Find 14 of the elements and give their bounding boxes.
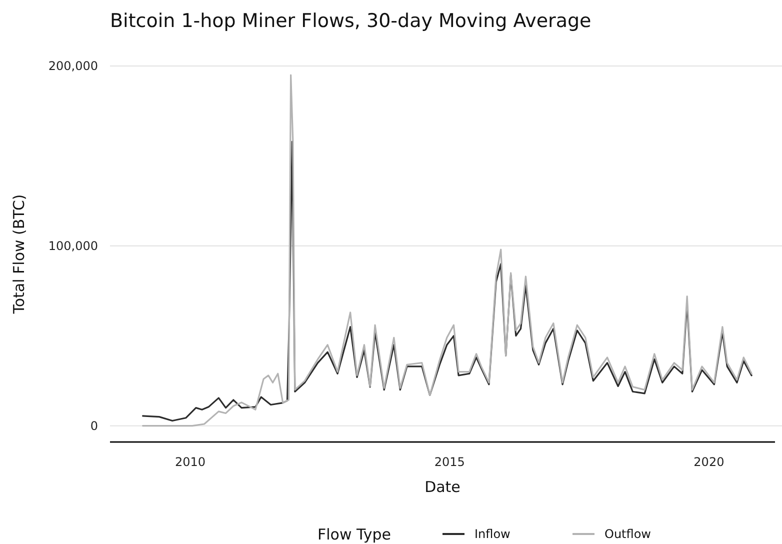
- chart-title: Bitcoin 1-hop Miner Flows, 30-day Moving Average: [110, 10, 592, 32]
- y-axis-title: Total Flow (BTC): [10, 194, 28, 315]
- y-tick-label: 0: [90, 419, 98, 434]
- legend-label: Outflow: [604, 527, 652, 542]
- x-axis-title: Date: [424, 478, 460, 496]
- line-series: [142, 74, 752, 427]
- y-tick-label: 200,000: [48, 59, 98, 74]
- legend-label: Inflow: [474, 527, 511, 542]
- legend-title: Flow Type: [318, 525, 391, 544]
- x-tick-label: 2015: [434, 455, 465, 469]
- x-tick-label: 2020: [694, 455, 724, 469]
- y-tick-label: 100,000: [48, 239, 98, 254]
- line-series: [142, 140, 752, 422]
- x-tick-label: 2010: [174, 455, 206, 469]
